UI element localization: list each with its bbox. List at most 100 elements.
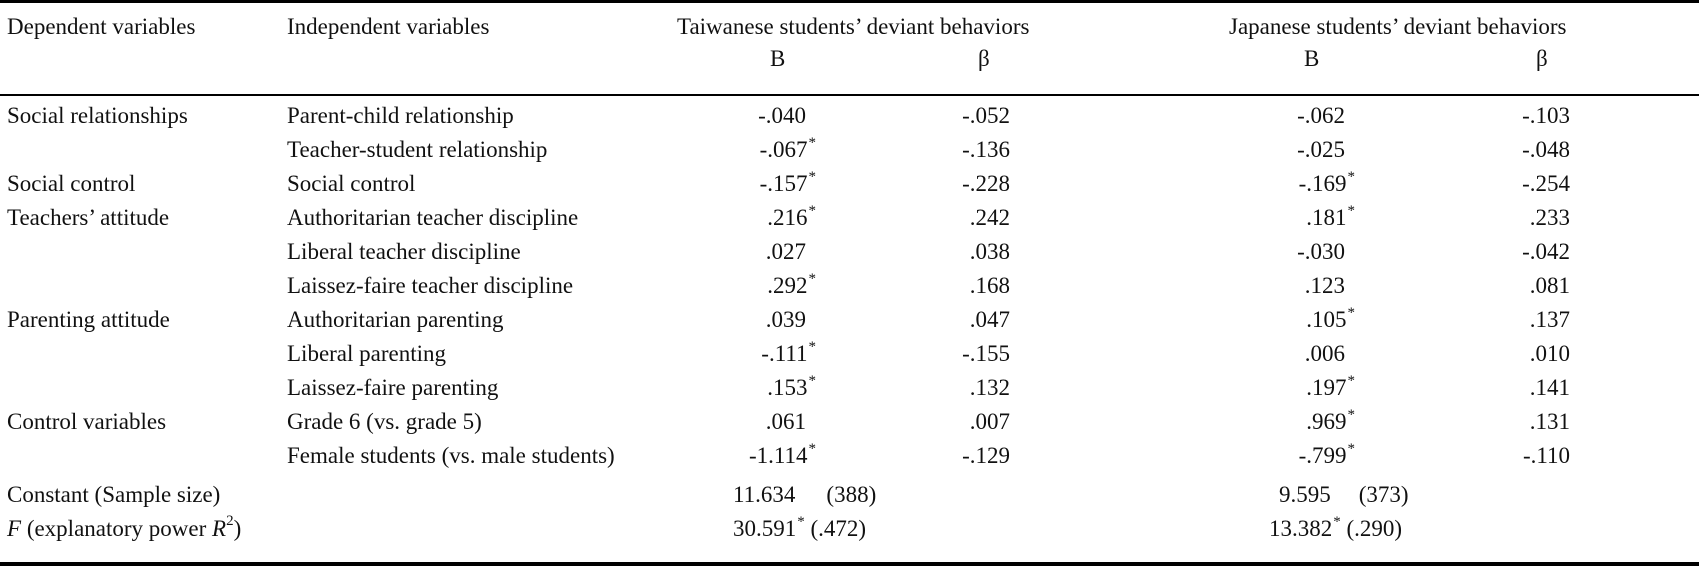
f-statistic-japan: 13.382* (.290) [1269,514,1403,541]
significance-star: * [1347,441,1356,457]
constant-taiwan: 11.634 (388) [733,482,876,508]
japan-b-cell: .105* [1306,305,1356,332]
taiwan-beta-cell: -.136 [962,137,1010,162]
table-row: Teachers’ attitude Authoritarian teacher … [0,203,1699,239]
table-bottom-rule [0,562,1699,566]
japan-beta-cell: -.254 [1522,171,1570,196]
significance-star: * [1347,373,1356,389]
japan-b-cell: -.062 [1297,103,1345,128]
independent-variable-cell: Parent-child relationship [287,103,514,128]
significance-star: * [1347,305,1356,321]
taiwan-b-cell: -.157* [759,169,817,196]
independent-variable-cell: Liberal teacher discipline [287,239,521,264]
taiwan-beta-cell: .038 [969,239,1010,264]
japan-b-cell: .123 [1304,273,1345,298]
dependent-variable-cell: Parenting attitude [7,307,170,332]
taiwan-b-cell: -1.114* [748,441,817,468]
taiwan-beta-cell: .168 [969,273,1010,298]
japan-beta-cell: -.048 [1522,137,1570,162]
dependent-variable-cell: Social relationships [7,103,188,128]
independent-variable-cell: Liberal parenting [287,341,447,366]
significance-star: * [1347,407,1356,423]
table-row: Female students (vs. male students) -1.11… [0,441,1699,477]
taiwan-b-cell: -.067* [759,135,816,162]
significance-star: * [808,441,817,457]
japan-b-cell: -.025 [1297,137,1345,162]
constant-japan-sample-size: (373) [1358,482,1409,507]
dependent-variable-cell: Teachers’ attitude [7,205,170,230]
japan-b-cell: -.169* [1298,169,1356,196]
dependent-variable-cell: Control variables [7,409,167,434]
japan-beta-cell: .081 [1529,273,1570,298]
japan-b-cell: .197* [1306,373,1356,400]
independent-variable-cell: Laissez-faire teacher discipline [287,273,574,298]
independent-variable-cell: Social control [287,171,416,196]
taiwan-b-cell: .027 [765,239,806,264]
independent-variable-cell: Authoritarian teacher discipline [287,205,579,230]
table-row: Control variables Grade 6 (vs. grade 5) .0… [0,407,1699,443]
japan-b-cell: .006 [1304,341,1345,366]
japan-b-cell: -.799* [1298,441,1356,468]
significance-star: * [1347,169,1356,185]
independent-variable-cell: Female students (vs. male students) [287,443,615,468]
significance-star: * [808,203,817,219]
japan-beta-cell: .131 [1529,409,1570,434]
significance-star: * [808,339,817,355]
constant-japan: 9.595 (373) [1279,482,1409,508]
significance-star: * [808,271,817,287]
taiwan-b-cell: -.111* [761,339,817,366]
taiwan-b-cell: .216* [767,203,817,230]
significance-star: * [808,373,817,389]
japan-beta-cell: .010 [1529,341,1570,366]
taiwan-b-cell: -.040 [758,103,806,128]
table-row: Teacher-student relationship -.067* -.136 -… [0,135,1699,171]
taiwan-beta-cell: .132 [969,375,1010,400]
taiwan-beta-cell: .007 [969,409,1010,434]
significance-star: * [1347,203,1356,219]
table-row: Liberal teacher discipline .027 .038 -.030 -… [0,239,1699,273]
independent-variable-cell: Laissez-faire parenting [287,375,499,400]
header-japan-b: B [1304,46,1320,71]
header-independent-variables: Independent variables [287,14,490,39]
significance-star: * [808,169,817,185]
japan-beta-cell: .233 [1529,205,1570,230]
japan-b-cell: .969* [1306,407,1356,434]
taiwan-beta-cell: -.129 [962,443,1010,468]
japan-b-cell: -.030 [1297,239,1345,264]
f-statistic-row: F (explanatory power R2) 30.591* (.472) … [0,513,1699,550]
japan-beta-cell: -.042 [1522,239,1570,264]
independent-variable-cell: Teacher-student relationship [287,137,548,162]
table-row: Parenting attitude Authoritarian parentin… [0,305,1699,341]
table-row: Social control Social control -.157* -.228 -… [0,169,1699,205]
header-taiwan-beta: β [978,46,990,71]
header-dependent-variables: Dependent variables [7,14,196,39]
taiwan-b-cell: .153* [767,373,817,400]
taiwan-beta-cell: -.052 [962,103,1010,128]
header-japanese-group: Japanese students’ deviant behaviors [1229,14,1567,39]
japan-beta-cell: -.103 [1522,103,1570,128]
japan-b-cell: .181* [1306,203,1356,230]
dependent-variable-cell: Social control [7,171,136,196]
independent-variable-cell: Authoritarian parenting [287,307,504,332]
taiwan-beta-cell: -.155 [962,341,1010,366]
f-statistic-label: F (explanatory power R2) [7,513,242,541]
header-taiwanese-group: Taiwanese students’ deviant behaviors [677,14,1030,39]
constant-label: Constant (Sample size) [7,482,221,507]
table-top-rule [0,0,1699,3]
taiwan-b-cell: .061 [765,409,806,434]
table-header-rule [0,94,1699,96]
f-statistic-taiwan: 30.591* (.472) [733,514,867,541]
table-row: Laissez-faire parenting .153* .132 .197* .14… [0,373,1699,409]
japan-beta-cell: -.110 [1522,443,1570,468]
taiwan-beta-cell: .242 [969,205,1010,230]
constant-row: Constant (Sample size) 11.634 (388) 9.595… [0,482,1699,516]
header-japan-beta: β [1536,46,1548,71]
taiwan-b-cell: .292* [767,271,817,298]
table-row: Social relationships Parent-child relatio… [0,103,1699,137]
header-taiwan-b: B [770,46,786,71]
constant-japan-value: 9.595 [1279,482,1331,507]
table-row: Liberal parenting -.111* -.155 .006 .010 [0,339,1699,375]
taiwan-beta-cell: -.228 [962,171,1010,196]
constant-taiwan-value: 11.634 [733,482,796,507]
